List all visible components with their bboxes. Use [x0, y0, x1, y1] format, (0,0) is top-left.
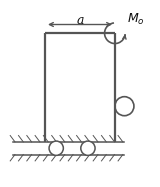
Circle shape: [49, 141, 63, 155]
Text: a: a: [76, 14, 84, 27]
Circle shape: [81, 141, 95, 155]
Text: $M_o$: $M_o$: [127, 12, 145, 27]
